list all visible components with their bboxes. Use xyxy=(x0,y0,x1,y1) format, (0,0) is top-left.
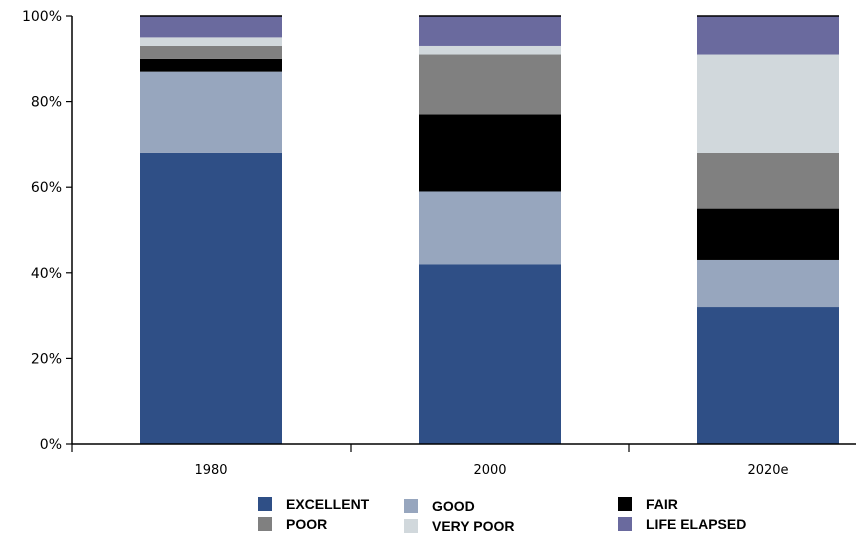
y-axis: 0% 20% 40% 60% 80% 100% xyxy=(22,9,73,453)
legend-item-fair: FAIR xyxy=(618,495,678,513)
stacked-bar-chart: 0% 20% 40% 60% 80% 100% 1980 2000 2020e xyxy=(22,9,856,478)
legend-item-poor: POOR xyxy=(258,515,327,533)
y-tick-label: 0% xyxy=(40,437,62,453)
legend-item-life-elapsed: LIFE ELAPSED xyxy=(618,515,746,533)
bar-segment-life-elapsed xyxy=(419,16,561,46)
legend-item-very-poor: VERY POOR xyxy=(404,517,514,535)
legend-label-very-poor: VERY POOR xyxy=(432,518,515,534)
bars xyxy=(140,15,839,444)
legend-swatch-life-elapsed xyxy=(618,517,632,531)
bar-segment-fair xyxy=(419,114,561,192)
bar-stack-2020e xyxy=(697,15,839,444)
legend-swatch-poor xyxy=(258,517,272,531)
legend-item-good: GOOD xyxy=(404,497,475,515)
bar-segment-good xyxy=(419,191,561,265)
legend: EXCELLENT GOOD FAIR POOR VERY POOR LIFE … xyxy=(258,491,818,535)
bar-segment-very-poor xyxy=(697,54,839,153)
legend-label-excellent: EXCELLENT xyxy=(286,496,370,512)
x-tick-label: 1980 xyxy=(194,463,227,478)
legend-swatch-very-poor xyxy=(404,519,418,533)
bar-segment-excellent xyxy=(419,264,561,444)
bar-segment-life-elapsed xyxy=(140,16,282,38)
x-tick-label: 2020e xyxy=(747,463,788,478)
bar-stack-2000 xyxy=(419,15,561,444)
y-tick-label: 100% xyxy=(22,9,62,25)
legend-swatch-fair xyxy=(618,497,632,511)
bar-segment-poor xyxy=(140,45,282,59)
y-tick-label: 40% xyxy=(31,266,62,282)
legend-label-good: GOOD xyxy=(432,498,475,514)
bar-segment-life-elapsed xyxy=(697,16,839,55)
bar-segment-good xyxy=(697,259,839,308)
bar-segment-fair xyxy=(140,58,282,72)
bar-segment-excellent xyxy=(697,307,839,444)
bar-segment-poor xyxy=(419,54,561,115)
y-tick-label: 20% xyxy=(31,351,62,367)
x-axis: 1980 2000 2020e xyxy=(71,443,856,478)
bar-segment-very-poor xyxy=(419,45,561,55)
legend-swatch-good xyxy=(404,499,418,513)
bar-segment-excellent xyxy=(140,152,282,444)
legend-swatch-excellent xyxy=(258,497,272,511)
legend-label-fair: FAIR xyxy=(646,496,678,512)
bar-segment-very-poor xyxy=(140,37,282,46)
y-tick-label: 80% xyxy=(31,95,62,111)
legend-label-life-elapsed: LIFE ELAPSED xyxy=(646,516,747,532)
x-tick-label: 2000 xyxy=(473,463,506,478)
y-tick-label: 60% xyxy=(31,180,62,196)
bar-segment-fair xyxy=(697,208,839,260)
bar-segment-poor xyxy=(697,152,839,209)
legend-item-excellent: EXCELLENT xyxy=(258,495,369,513)
legend-label-poor: POOR xyxy=(286,516,328,532)
bar-segment-good xyxy=(140,71,282,153)
bar-stack-1980 xyxy=(140,15,282,444)
